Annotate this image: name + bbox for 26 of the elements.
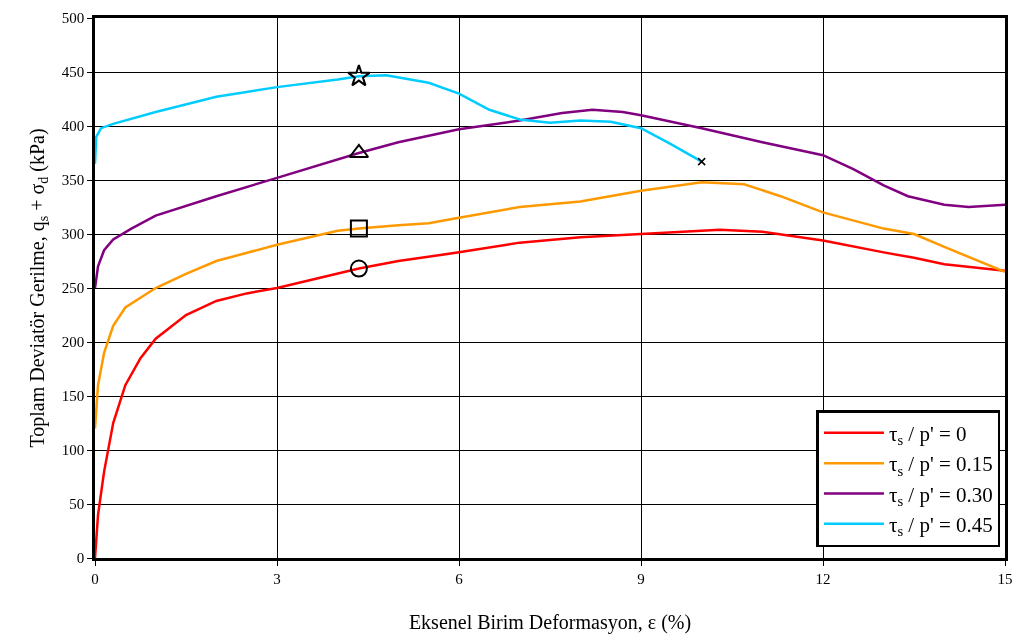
y-tick-label: 500 (61, 10, 85, 27)
y-tick-label: 0 (76, 550, 85, 567)
y-tick-label: 400 (61, 118, 85, 135)
legend-label: τ$_{s}$ / p' = 0.45 (888, 512, 993, 540)
y-tick-label: 150 (61, 388, 85, 405)
x-tick-label: 3 (273, 570, 281, 587)
x-tick-label: 15 (997, 570, 1013, 587)
x-tick-label: 12 (815, 570, 831, 587)
point (349, 219, 368, 238)
legend-label: τ$_{s}$ / p' = 0.30 (888, 482, 993, 510)
y-tick-label: 450 (61, 64, 85, 81)
point (349, 259, 368, 278)
y-tick-label: 250 (61, 280, 85, 297)
y-tick-label: 100 (61, 442, 85, 459)
y-tick-label: 50 (69, 496, 85, 513)
x-tick-label: 0 (91, 570, 99, 587)
x-tick-label: 6 (455, 570, 464, 587)
point (347, 64, 371, 87)
point (697, 157, 706, 166)
y-tick-label: 200 (61, 334, 85, 351)
y-tick-label: 350 (61, 172, 85, 189)
y-tick-label: 300 (61, 226, 85, 243)
legend-label: τ$_{s}$ / p' = 0.15 (888, 452, 993, 479)
x-tick-label: 9 (637, 570, 645, 587)
x-axis-title: Eksenel Birim Deformasyon, ε (%) (408, 611, 692, 635)
legend-label: τ$_{s}$ / p' = 0 (888, 422, 967, 449)
